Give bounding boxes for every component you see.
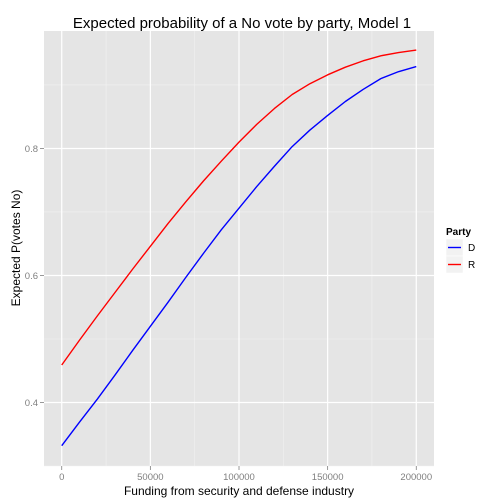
x-axis-title: Funding from security and defense indust…	[124, 484, 354, 498]
series-lines	[61, 49, 417, 447]
x-axis-ticks: 0 50000 100000 150000 200000	[59, 466, 432, 483]
grid-lines	[44, 31, 434, 467]
y-axis-title: Expected P(votes No)	[9, 190, 23, 307]
series-line-R	[61, 49, 417, 366]
x-tick-label: 200000	[400, 472, 432, 483]
x-tick-label: 50000	[137, 472, 163, 483]
legend: Party DR	[445, 227, 475, 274]
x-tick-label: 100000	[223, 472, 255, 483]
legend-title: Party	[446, 227, 471, 238]
chart-title: Expected probability of a No vote by par…	[73, 15, 411, 32]
y-tick-label: 0.6	[25, 271, 38, 282]
y-axis-ticks: 0.4 0.6 0.8	[25, 144, 44, 409]
x-tick-label: 150000	[312, 472, 344, 483]
x-tick-label: 0	[59, 472, 64, 483]
legend-label-D: D	[468, 243, 475, 254]
y-tick-label: 0.8	[25, 144, 38, 155]
legend-label-R: R	[468, 260, 475, 271]
series-line-D	[61, 65, 417, 447]
y-tick-label: 0.4	[25, 398, 38, 409]
